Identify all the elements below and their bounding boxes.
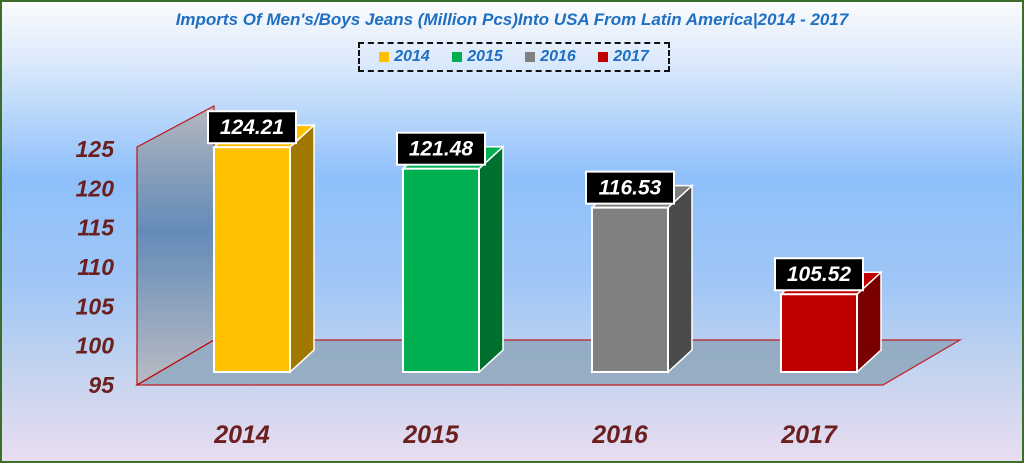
data-label: 105.52	[787, 263, 852, 286]
chart-floor	[134, 339, 963, 386]
data-label: 124.21	[220, 116, 284, 139]
legend-swatch-2014	[379, 52, 390, 62]
x-tick-label: 2015	[402, 421, 460, 449]
bar-side	[667, 183, 693, 374]
legend-label-2016: 2016	[540, 48, 576, 65]
legend-item-2015: 2015	[452, 48, 503, 66]
y-tick-label: 115	[77, 215, 115, 241]
bar-2015	[402, 167, 480, 373]
legend-item-2016: 2016	[525, 48, 576, 66]
y-tick-label: 125	[76, 136, 116, 162]
x-tick-label: 2017	[780, 421, 838, 449]
data-label: 116.53	[599, 177, 662, 200]
y-tick-label: 100	[76, 333, 115, 359]
legend-label-2017: 2017	[613, 48, 649, 65]
legend-label-2015: 2015	[467, 48, 503, 65]
legend-label-2014: 2014	[394, 48, 430, 65]
data-label: 121.48	[409, 138, 474, 161]
y-tick-label: 105	[76, 293, 116, 319]
legend-item-2014: 2014	[379, 48, 430, 66]
data-label-box	[207, 110, 297, 145]
bar-2017	[780, 293, 858, 374]
legend-swatch-2017	[598, 52, 609, 62]
bar-side	[289, 123, 315, 374]
x-tick-label: 2016	[591, 421, 649, 449]
bar-2014	[213, 146, 291, 373]
legend-item-2017: 2017	[598, 48, 649, 66]
y-tick-label: 95	[88, 372, 115, 398]
bar-side	[478, 144, 504, 374]
x-tick-label: 2014	[213, 421, 270, 449]
chart-title: Imports Of Men's/Boys Jeans (Million Pcs…	[175, 10, 849, 29]
legend-swatch-2015	[452, 52, 463, 62]
chart-side-wall	[136, 105, 215, 387]
data-label-box	[585, 170, 675, 205]
data-label-box	[396, 131, 486, 166]
legend: 2014 2015 2016 2017	[358, 42, 670, 72]
data-label-box	[774, 257, 864, 292]
legend-swatch-2016	[525, 52, 536, 62]
bar-2016	[591, 206, 669, 373]
y-tick-label: 120	[76, 175, 115, 201]
y-tick-label: 110	[77, 254, 114, 280]
